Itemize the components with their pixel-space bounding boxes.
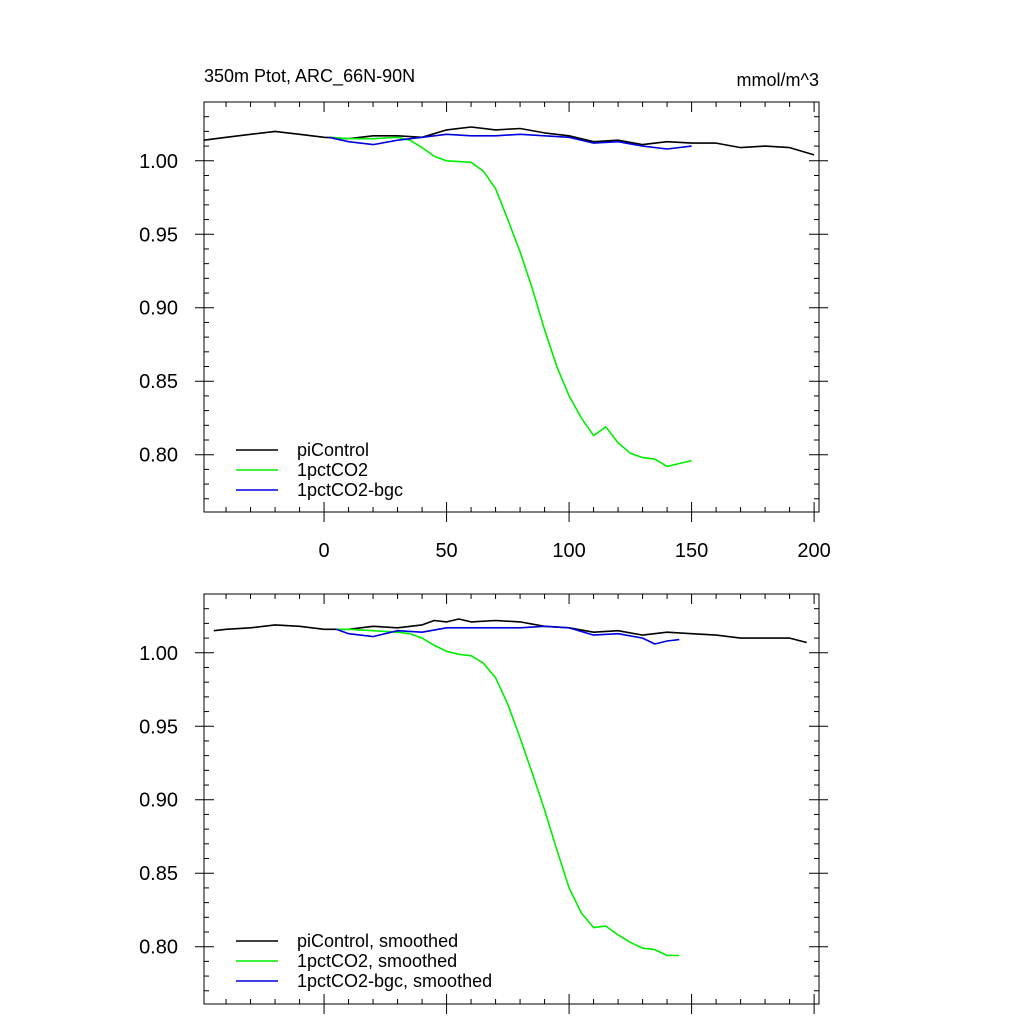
y-tick-label: 0.95: [139, 224, 178, 246]
top-y-tick-labels: 0.80 0.85 0.90 0.95 1.00: [139, 151, 178, 467]
legend-label: 1pctCO2-bgc, smoothed: [297, 971, 492, 991]
bottom-plot-frame: [203, 593, 820, 1005]
bottom-panel: 0.80 0.85 0.90 0.95 1.00 piControl, smoothed…: [139, 593, 828, 1014]
x-tick-label: 200: [797, 540, 830, 562]
x-tick-label: 150: [675, 540, 708, 562]
series-line-picontrol-smoothed: [213, 618, 807, 644]
bottom-y-tick-labels: 0.80 0.85 0.90 0.95 1.00: [139, 643, 178, 959]
y-tick-label: 0.85: [139, 863, 178, 885]
legend-label: piControl, smoothed: [297, 931, 458, 951]
legend-label: 1pctCO2: [297, 460, 368, 480]
legend-label: 1pctCO2-bgc: [297, 480, 403, 500]
chart-title: 350m Ptot, ARC_66N-90N: [204, 66, 415, 87]
x-tick-label: 0: [318, 540, 329, 562]
bottom-minor-ticks: [204, 593, 819, 1004]
units-label: mmol/m^3: [737, 70, 819, 90]
x-tick-label: 100: [552, 540, 585, 562]
bottom-series-lines: [213, 618, 807, 957]
legend-label: 1pctCO2, smoothed: [297, 951, 457, 971]
legend-label: piControl: [297, 440, 369, 460]
top-series-lines: [203, 126, 815, 468]
top-minor-ticks: [204, 101, 819, 512]
y-tick-label: 0.90: [139, 298, 178, 320]
y-tick-label: 0.85: [139, 371, 178, 393]
top-panel: 0.80 0.85 0.90 0.95 1.00 0 50 100 150 200 piCont…: [139, 101, 831, 562]
top-major-ticks: [195, 102, 828, 522]
series-line-1pctco2-bgc-smoothed: [336, 625, 680, 645]
y-tick-label: 0.80: [139, 937, 178, 959]
bottom-major-ticks: [195, 594, 828, 1014]
top-x-tick-labels: 0 50 100 150 200: [318, 540, 830, 562]
y-tick-label: 0.90: [139, 790, 178, 812]
y-tick-label: 1.00: [139, 151, 178, 173]
series-line-picontrol: [203, 126, 815, 156]
y-tick-label: 0.80: [139, 445, 178, 467]
series-line-1pctco2: [328, 136, 692, 468]
series-line-1pctco2-bgc: [328, 133, 692, 150]
top-plot-frame: [203, 101, 820, 513]
y-tick-label: 0.95: [139, 716, 178, 738]
series-line-1pctco2-smoothed: [336, 628, 680, 957]
y-tick-label: 1.00: [139, 643, 178, 665]
x-tick-label: 50: [435, 540, 457, 562]
